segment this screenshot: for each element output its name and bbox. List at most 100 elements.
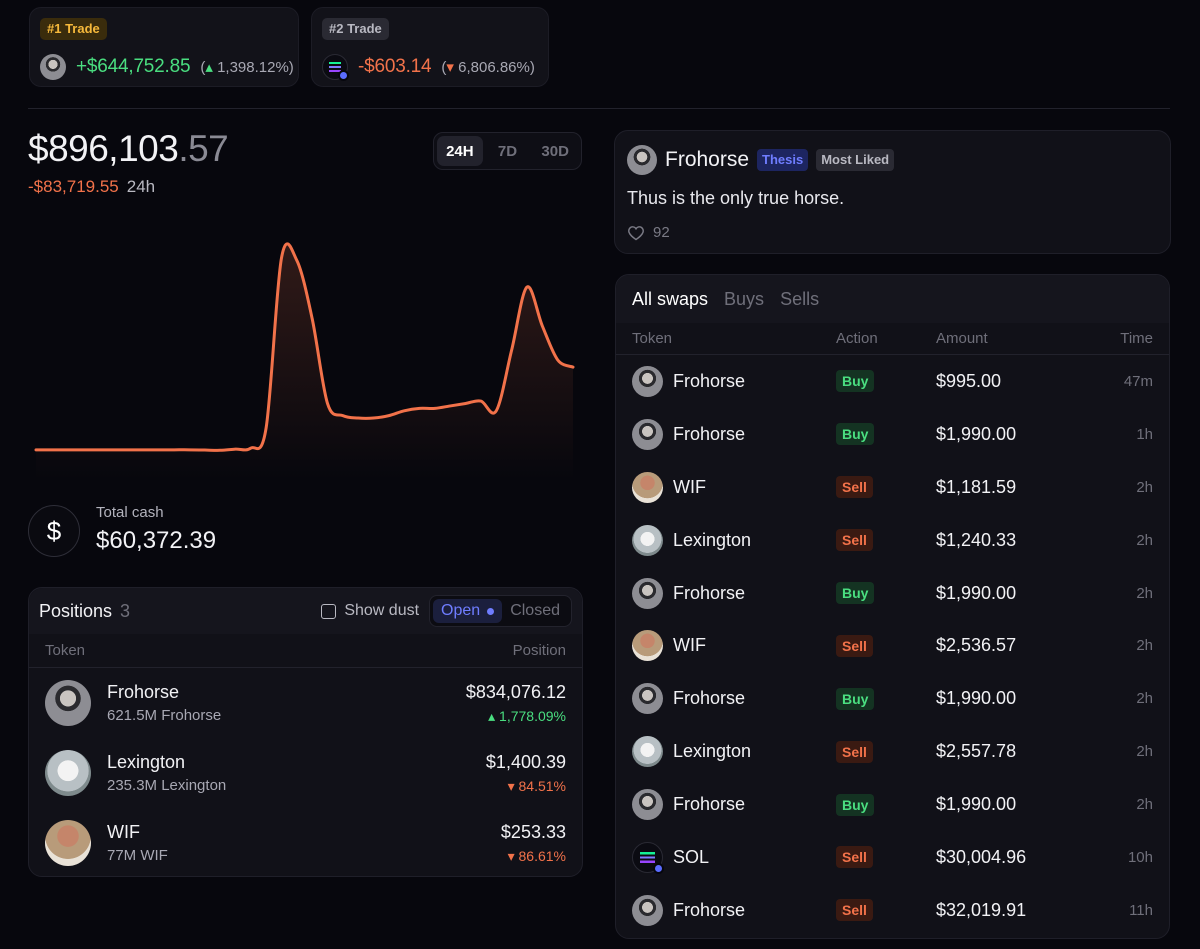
column-time: Time [1120,330,1153,347]
position-pnl: ▴ 1,778.09% [488,707,566,724]
swap-time: 2h [1136,531,1153,549]
swap-amount: $1,990.00 [936,582,1017,603]
show-dust-toggle[interactable]: Show dust [321,602,419,620]
author-avatar [627,145,657,175]
swap-row[interactable]: SOL Sell $30,004.96 10h [616,831,1169,884]
swap-row[interactable]: Frohorse Buy $1,990.00 1h [616,408,1169,461]
swap-token-name: Lexington [673,741,752,762]
token-avatar [40,54,66,80]
token-avatar [45,680,91,726]
like-count: 92 [653,224,670,241]
trade-percent: (▴ 1,398.12%) [200,59,294,76]
position-amount: 235.3M Lexington [107,777,227,794]
swap-token-name: Lexington [673,529,752,550]
tab-buys[interactable]: Buys [724,288,765,309]
swap-action-badge: Sell [836,476,873,499]
swap-token-name: Frohorse [673,370,746,391]
sol-token-icon [632,841,664,874]
tab-all-swaps[interactable]: All swaps [632,288,709,309]
open-closed-toggle: Open Closed [429,595,572,627]
swap-amount: $30,004.96 [936,846,1027,867]
swap-token-name: WIF [673,635,706,656]
position-pnl: ▾ 84.51% [507,777,566,794]
open-tab[interactable]: Open [433,599,503,623]
swap-action-badge: Sell [836,740,873,763]
swap-row[interactable]: Lexington Sell $1,240.33 2h [616,514,1169,567]
swap-row[interactable]: WIF Sell $2,536.57 2h [616,619,1169,672]
swap-action-badge: Buy [836,687,875,710]
up-arrow-icon: ▴ [205,59,213,76]
swaps-panel: All swaps Buys Sells Token Action Amount… [615,274,1170,939]
swap-token-name: Frohorse [673,688,746,709]
positions-title: Positions [39,600,113,621]
position-value: $253.33 [500,821,566,842]
thesis-author[interactable]: Frohorse [665,148,750,171]
show-dust-checkbox[interactable] [321,603,337,619]
swap-row[interactable]: WIF Sell $1,181.59 2h [616,461,1169,514]
token-avatar [632,471,663,503]
swap-action-badge: Sell [836,899,873,922]
swap-token-name: SOL [673,846,710,867]
token-avatar [45,820,91,866]
position-value: $1,400.39 [485,751,566,772]
position-token-name: Lexington [107,752,186,772]
swap-row[interactable]: Frohorse Sell $32,019.91 11h [616,884,1169,937]
tab-24h[interactable]: 24H [437,136,483,166]
column-amount: Amount [936,330,988,347]
token-avatar [632,418,663,450]
swap-amount: $1,240.33 [936,529,1017,550]
heart-icon[interactable] [627,225,645,241]
tab-7d[interactable]: 7D [497,142,518,160]
thesis-card[interactable]: Frohorse Thesis Most Liked Thus is the o… [614,130,1171,254]
trade-percent: (▾ 6,806.86%) [441,59,535,76]
token-avatar [632,894,663,926]
swap-amount: $1,990.00 [936,688,1017,709]
token-avatar [632,683,663,715]
swap-token-name: WIF [673,476,706,497]
token-avatar [632,577,663,609]
swap-amount: $2,557.78 [936,741,1017,762]
swap-amount: $32,019.91 [936,899,1027,920]
swap-row[interactable]: Frohorse Buy $995.00 47m [616,355,1169,408]
trade-value: -$603.14 [358,56,432,77]
swap-token-name: Frohorse [673,423,746,444]
dollar-icon: $ [28,505,80,557]
position-row[interactable]: Frohorse 621.5M Frohorse $834,076.12 ▴ 1,77… [29,668,582,738]
portfolio-balance: $896,103.57 [28,128,229,169]
swap-time: 11h [1129,901,1153,919]
time-range-tabs: 24H 7D 30D [433,132,582,170]
position-row[interactable]: Lexington 235.3M Lexington $1,400.39 ▾ 84.5… [29,738,582,808]
swap-time: 2h [1136,637,1153,655]
swap-row[interactable]: Lexington Sell $2,557.78 2h [616,725,1169,778]
like-button[interactable]: 92 [627,224,670,241]
swap-time: 10h [1127,848,1153,866]
token-avatar [632,365,663,397]
token-avatar [632,736,663,768]
position-row[interactable]: WIF 77M WIF $253.33 ▾ 86.61% [29,808,582,878]
swap-row[interactable]: Frohorse Buy $1,990.00 2h [616,778,1169,831]
column-position: Position [512,642,566,659]
verified-icon [653,862,664,874]
position-token-name: WIF [107,822,140,842]
chart-line [34,242,575,452]
token-avatar [632,524,663,556]
tab-sells[interactable]: Sells [780,288,820,309]
swap-row[interactable]: Frohorse Buy $1,990.00 2h [616,672,1169,725]
swap-action-badge: Sell [836,634,873,657]
swap-action-badge: Buy [836,423,875,446]
top-trade-card-1[interactable]: #1 Trade +$644,752.85 (▴ 1,398.12%) [29,7,299,87]
swap-token-name: Frohorse [673,582,746,603]
swap-action-badge: Sell [836,846,873,869]
closed-tab[interactable]: Closed [510,602,560,619]
swap-time: 2h [1136,690,1153,708]
top-trade-card-2[interactable]: #2 Trade -$603.14 (▾ 6,806.86%) [311,7,549,87]
swap-amount: $995.00 [936,370,1002,391]
trade-rank-badge: #1 Trade [40,18,107,40]
chart-area [36,243,573,480]
swap-action-badge: Sell [836,529,873,552]
column-token: Token [45,642,86,659]
swap-row[interactable]: Frohorse Buy $1,990.00 2h [616,567,1169,620]
tab-30d[interactable]: 30D [541,142,569,160]
swap-amount: $1,181.59 [936,476,1017,497]
token-avatar [632,789,663,821]
